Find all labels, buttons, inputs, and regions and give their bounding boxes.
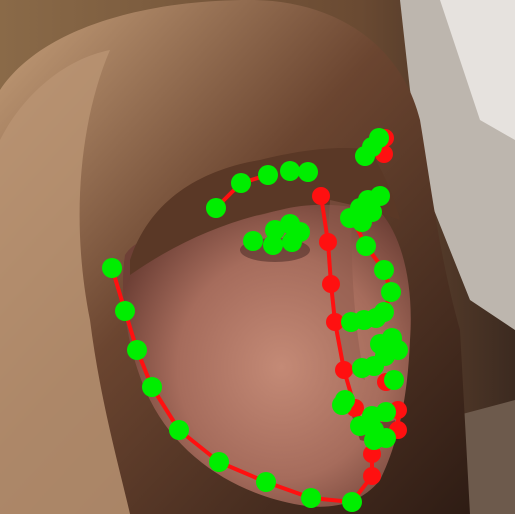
green-landmarks (102, 128, 408, 512)
landmark-point (319, 233, 337, 251)
landmark-point (374, 260, 394, 280)
landmark-point (243, 231, 263, 251)
landmark-point (356, 236, 376, 256)
landmark-point (363, 467, 381, 485)
landmark-point (312, 187, 330, 205)
landmark-point (263, 235, 283, 255)
landmark-point (280, 161, 300, 181)
landmark-point (381, 282, 401, 302)
landmark-point (265, 220, 285, 240)
hair-left-strands (0, 50, 130, 514)
landmark-point (142, 377, 162, 397)
landmark-point (364, 430, 384, 450)
landmark-point (301, 488, 321, 508)
landmark-point (258, 165, 278, 185)
landmark-point (206, 198, 226, 218)
landmark-point (282, 232, 302, 252)
landmark-point (335, 361, 353, 379)
landmark-point (115, 301, 135, 321)
landmark-point (102, 258, 122, 278)
hair-bangs (130, 148, 400, 275)
landmark-point (298, 162, 318, 182)
landmark-point (326, 313, 344, 331)
landmark-point (352, 358, 372, 378)
landmark-point (384, 370, 404, 390)
landmark-point (322, 275, 340, 293)
landmark-point (352, 212, 372, 232)
landmark-point (342, 492, 362, 512)
background-highlight (440, 0, 515, 140)
landmark-point (169, 420, 189, 440)
landmark-point (209, 452, 229, 472)
landmark-point (256, 472, 276, 492)
landmark-point (370, 186, 390, 206)
landmark-point (376, 402, 396, 422)
landmark-point (369, 128, 389, 148)
landmark-point (366, 308, 386, 328)
landmark-point (332, 395, 352, 415)
landmark-point (127, 340, 147, 360)
landmark-point (231, 173, 251, 193)
